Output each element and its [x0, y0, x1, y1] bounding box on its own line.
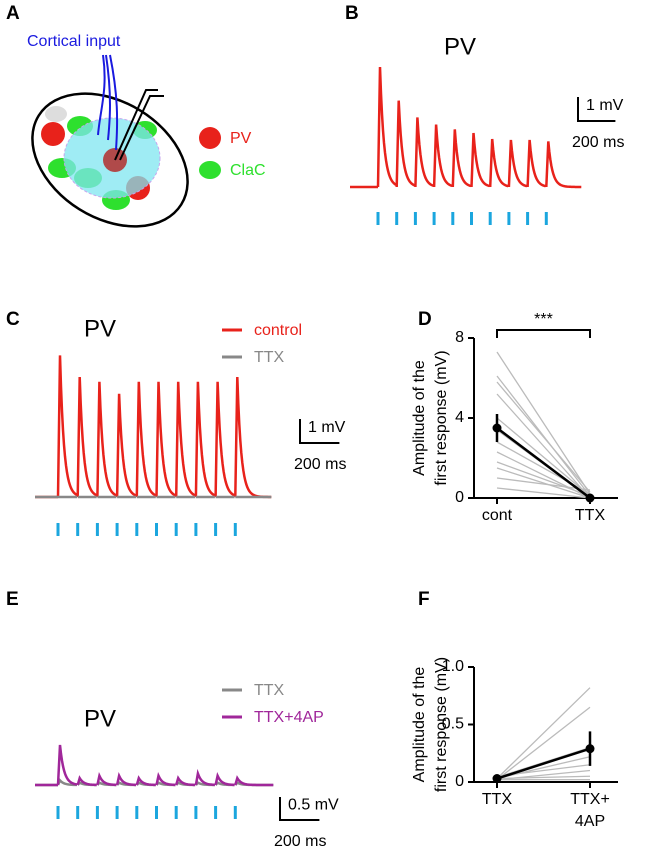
y-axis-label: Amplitude of the: [411, 360, 428, 476]
response: [76, 376, 98, 498]
y-axis-label: first response (mV): [433, 350, 450, 485]
response: [470, 132, 490, 188]
panel-letter: A: [6, 3, 20, 24]
legend-swatch: [199, 161, 221, 179]
response: [214, 381, 236, 498]
panel-title: PV: [84, 315, 116, 342]
y-axis-label: first response (mV): [433, 657, 450, 792]
scale-label: 1 mV: [308, 419, 346, 436]
axons: [97, 54, 119, 151]
response: [174, 775, 196, 787]
legend-label: TTX: [254, 682, 285, 699]
diagram: Cortical input PV ClaC: [27, 33, 266, 228]
response: [234, 775, 274, 787]
panel-title: PV: [84, 705, 116, 732]
y-tick-label: 0.5: [442, 716, 464, 733]
response: [155, 772, 176, 787]
x-tick-label: TTX: [482, 791, 513, 808]
panel-letter: D: [418, 309, 432, 330]
response: [395, 100, 416, 188]
mean-point: [585, 744, 595, 754]
panel-title: PV: [444, 33, 476, 60]
scale-label: 1 mV: [586, 97, 624, 114]
legend-label: ClaC: [230, 162, 266, 179]
individual-line: [496, 477, 591, 491]
mean-point: [585, 493, 595, 503]
response: [96, 772, 117, 787]
scale-label: 200 ms: [294, 456, 346, 473]
y-tick-label: 1.0: [442, 658, 464, 675]
response: [115, 393, 137, 498]
legend-label: TTX+4AP: [254, 709, 324, 726]
panel-letter: E: [6, 589, 19, 610]
response: [414, 117, 434, 188]
response: [135, 775, 156, 787]
y-tick-label: 0: [455, 773, 464, 790]
cell: [45, 106, 67, 122]
panel-letter: B: [345, 3, 359, 24]
mean-line: [496, 747, 591, 780]
scale-label: 200 ms: [572, 134, 624, 151]
significance-bracket: [496, 329, 591, 338]
response: [194, 768, 215, 787]
mean-line: [496, 427, 591, 499]
individual-line: [496, 687, 591, 780]
individual-line: [496, 351, 591, 495]
individual-line: [496, 775, 591, 780]
x-tick-label: 4AP: [575, 813, 605, 830]
response: [115, 772, 137, 787]
response: [174, 381, 196, 498]
scale-label: 200 ms: [274, 833, 326, 850]
input-label: Cortical input: [27, 33, 121, 50]
y-axis-label: Amplitude of the: [411, 667, 428, 783]
individual-line: [496, 393, 591, 499]
response: [432, 124, 453, 188]
response: [56, 744, 78, 786]
significance-label: ***: [534, 311, 553, 328]
x-tick-label: cont: [482, 507, 513, 524]
individual-line: [496, 467, 591, 499]
response: [376, 66, 397, 188]
individual-line: [496, 381, 591, 493]
electrode: [114, 89, 164, 161]
legend-label: control: [254, 322, 302, 339]
individual-line: [496, 706, 591, 781]
mean-point: [492, 423, 502, 433]
y-tick-label: 4: [455, 409, 464, 426]
y-tick-label: 8: [455, 329, 464, 346]
response: [135, 381, 157, 498]
y-tick-label: 0: [455, 489, 464, 506]
response: [194, 381, 216, 498]
response: [96, 381, 117, 498]
scale-bar: [577, 97, 616, 122]
panel-letter: C: [6, 309, 20, 330]
individual-line: [496, 417, 591, 497]
x-tick-label: TTX: [575, 507, 606, 524]
individual-line: [496, 461, 591, 497]
response: [155, 381, 177, 498]
response: [526, 139, 546, 188]
panel-letter: F: [418, 589, 430, 610]
response: [234, 376, 272, 499]
x-tick-label: TTX+: [570, 791, 610, 808]
scale-bar: [299, 419, 340, 444]
response: [451, 129, 472, 188]
legend-swatch: [199, 127, 221, 149]
scale-label: 0.5 mV: [288, 797, 339, 814]
scale-bar: [279, 797, 320, 821]
individual-line: [496, 487, 591, 499]
response: [56, 355, 78, 498]
legend-label: TTX: [254, 349, 285, 366]
response: [545, 141, 582, 189]
response: [214, 772, 235, 787]
legend-label: PV: [230, 130, 252, 147]
response: [507, 139, 528, 188]
response: [76, 775, 97, 787]
mean-point: [492, 774, 502, 784]
cell: [41, 122, 65, 146]
response: [488, 138, 509, 188]
